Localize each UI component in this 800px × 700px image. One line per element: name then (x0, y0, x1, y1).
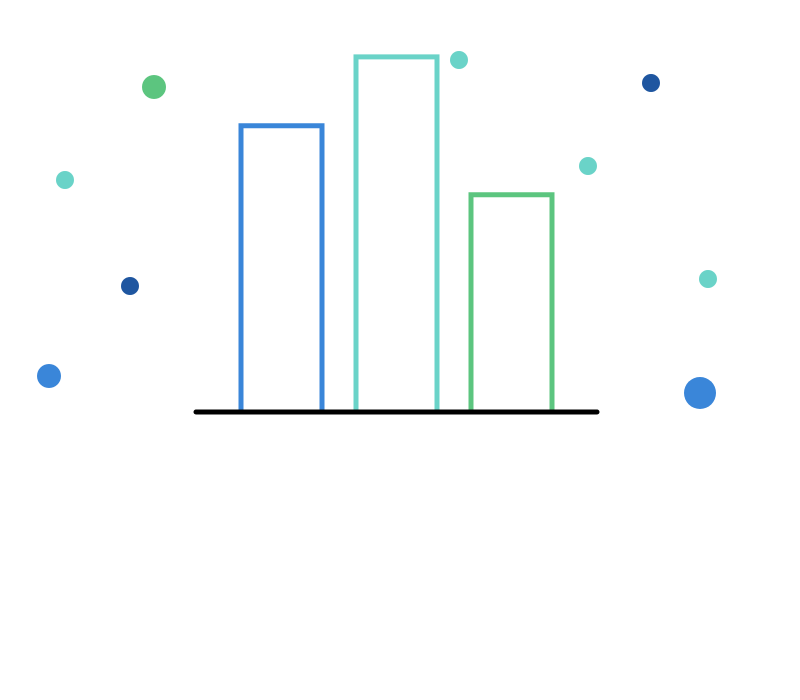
bar-1 (238, 123, 325, 412)
decorative-dot (450, 51, 468, 69)
decorative-dot (579, 157, 597, 175)
decorative-dots (37, 51, 717, 409)
bar-2 (353, 54, 440, 412)
decorative-dot (684, 377, 716, 409)
decorative-dot (699, 270, 717, 288)
decorative-dot (37, 364, 61, 388)
decorative-dot (121, 277, 139, 295)
bars (238, 54, 555, 412)
decorative-dot (56, 171, 74, 189)
decorative-dot (142, 75, 166, 99)
bar-3 (468, 192, 555, 412)
decorative-dot (642, 74, 660, 92)
